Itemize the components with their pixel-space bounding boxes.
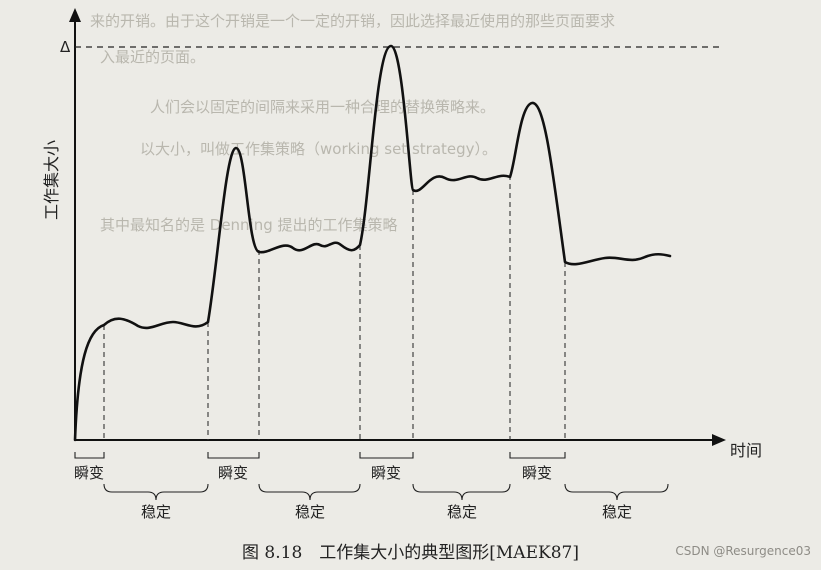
- working-set-curve: [73, 44, 672, 442]
- stable-brace: [258, 483, 361, 501]
- transition-label: 瞬变: [371, 464, 401, 482]
- segment-boundaries: [103, 175, 566, 440]
- background-text-line: 人们会以固定的间隔来采用一种合理的替换策略来。: [150, 98, 495, 116]
- stable-brace: [564, 483, 669, 501]
- stable-braces: [103, 483, 669, 501]
- delta-marker-label: Δ: [60, 38, 71, 56]
- y-axis-label: 工作集大小: [42, 140, 61, 220]
- transition-label: 瞬变: [218, 464, 248, 482]
- stable-label: 稳定: [141, 503, 171, 521]
- background-text: 来的开销。由于这个开销是一个一定的开销，因此选择最近使用的那些页面要求 入最近的…: [90, 12, 615, 234]
- background-text-line: 其中最知名的是 Denning 提出的工作集策略: [100, 216, 398, 234]
- background-text-line: 以大小，叫做工作集策略（working set strategy）。: [140, 140, 497, 158]
- stable-brace: [103, 483, 209, 501]
- transition-bracket: [207, 452, 260, 459]
- stable-label: 稳定: [602, 503, 632, 521]
- transition-label: 瞬变: [74, 464, 104, 482]
- transition-bracket: [74, 452, 105, 459]
- transition-brackets: [74, 452, 566, 459]
- y-axis-arrow-icon: [69, 8, 81, 22]
- stable-label: 稳定: [295, 503, 325, 521]
- stable-label: 稳定: [447, 503, 477, 521]
- stable-brace: [412, 483, 511, 501]
- background-text-line: 入最近的页面。: [100, 48, 205, 66]
- watermark: CSDN @Resurgence03: [675, 544, 811, 558]
- background-text-line: 来的开销。由于这个开销是一个一定的开销，因此选择最近使用的那些页面要求: [90, 12, 615, 30]
- transition-bracket: [509, 452, 566, 459]
- x-axis-arrow-icon: [712, 434, 726, 446]
- transition-bracket: [359, 452, 414, 459]
- x-axis-label: 时间: [730, 441, 762, 460]
- figure-caption: 图 8.18 工作集大小的典型图形[MAEK87]: [242, 543, 579, 563]
- transition-label: 瞬变: [522, 464, 552, 482]
